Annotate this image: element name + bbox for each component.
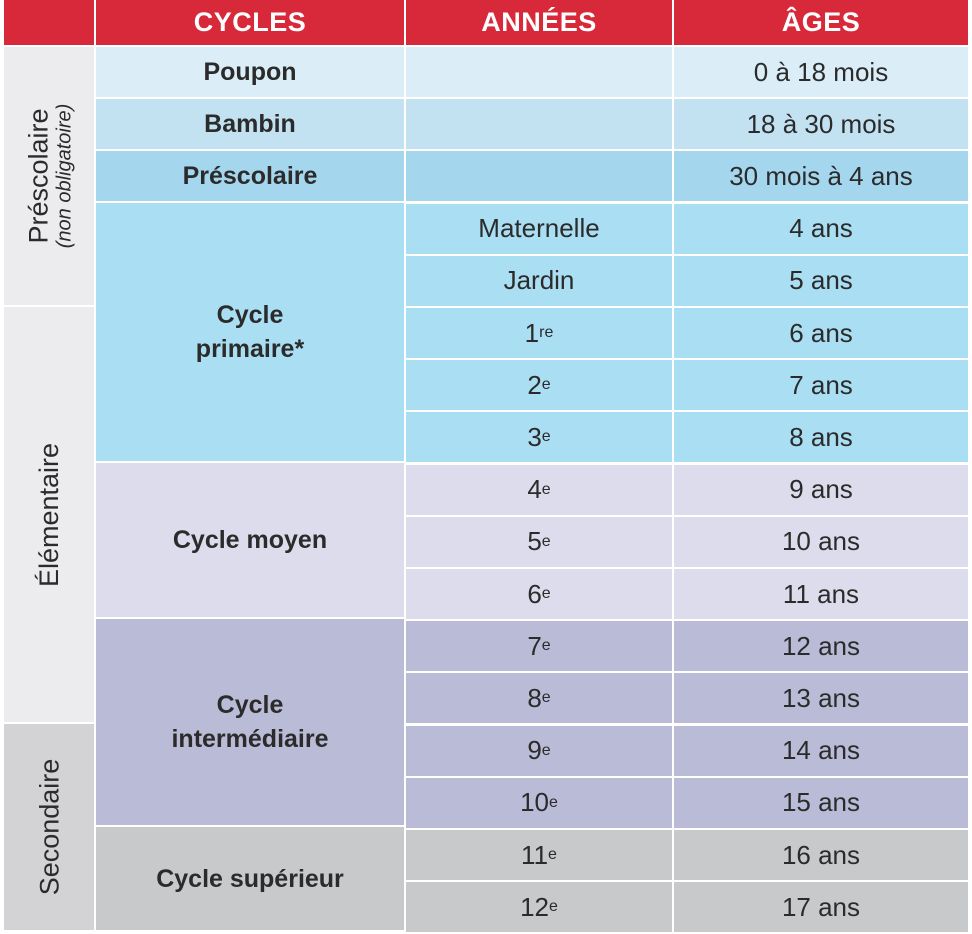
- age-value: 7 ans: [789, 369, 853, 400]
- age-value: 14 ans: [781, 735, 861, 766]
- cycle-intermediaire: Cycle intermédiaire: [96, 619, 404, 825]
- level-secondaire-label: Secondaire: [34, 758, 65, 896]
- year-value: Maternelle: [478, 213, 600, 244]
- age-value: 4 ans: [789, 213, 853, 244]
- cycle-primaire-line2: primaire*: [195, 335, 305, 363]
- header-cycles: CYCLES: [96, 0, 404, 45]
- year-suffix: e: [541, 480, 551, 498]
- year-value: 12: [520, 891, 549, 922]
- age-value: 9 ans: [789, 474, 853, 505]
- year-cell: [406, 47, 672, 97]
- year-value: Jardin: [503, 265, 575, 296]
- year-suffix: e: [541, 689, 551, 707]
- year-value: 5: [527, 526, 542, 557]
- year-cell: 10 e: [406, 777, 672, 828]
- header-annees: ANNÉES: [406, 0, 672, 45]
- year-value: 9: [527, 735, 542, 766]
- year-value: 2: [527, 369, 542, 400]
- age-cell: 18 à 30 mois: [674, 99, 968, 150]
- year-value: 1: [524, 317, 540, 348]
- year-value: 11: [521, 839, 549, 870]
- age-cell: 30 mois à 4 ans: [674, 151, 968, 202]
- year-suffix: re: [539, 324, 554, 341]
- year-suffix: e: [541, 376, 551, 394]
- age-value: 13 ans: [781, 682, 861, 713]
- age-value: 10 ans: [781, 526, 861, 557]
- cycle-intermediaire-line2: intermédiaire: [171, 725, 329, 753]
- level-prescolaire-note: (non obligatoire): [53, 103, 75, 249]
- year-value: 10: [520, 787, 549, 818]
- year-value: 8: [527, 682, 542, 713]
- age-cell: 4 ans: [674, 203, 968, 254]
- age-cell: 5 ans: [674, 255, 968, 306]
- year-cell: 11 e: [406, 830, 672, 880]
- level-prescolaire: Préscolaire (non obligatoire): [4, 47, 94, 305]
- year-suffix: e: [549, 793, 558, 811]
- age-value: 8 ans: [789, 421, 853, 452]
- year-suffix: e: [541, 741, 551, 759]
- level-prescolaire-label: Préscolaire: [23, 108, 53, 244]
- year-cell: Jardin: [406, 255, 672, 306]
- age-value: 12 ans: [781, 630, 861, 661]
- age-value: 30 mois à 4 ans: [729, 160, 913, 191]
- age-value: 0 à 18 mois: [753, 56, 889, 87]
- year-cell: Maternelle: [406, 203, 672, 254]
- cycle-moyen: Cycle moyen: [96, 463, 404, 617]
- age-value: 18 à 30 mois: [746, 108, 896, 139]
- age-value: 6 ans: [789, 317, 853, 348]
- cycle-bambin: Bambin: [96, 99, 404, 149]
- year-cell: [406, 99, 672, 150]
- age-value: 15 ans: [781, 787, 861, 818]
- age-value: 5 ans: [789, 265, 853, 296]
- cycle-primaire: Cycle primaire*: [96, 203, 404, 461]
- cycle-poupon: Poupon: [96, 47, 404, 97]
- age-cell: 10 ans: [674, 516, 968, 567]
- age-cell: 9 ans: [674, 464, 968, 515]
- cycle-primaire-line1: Cycle: [216, 301, 284, 329]
- year-cell: 12 e: [406, 882, 672, 933]
- year-suffix: e: [541, 637, 551, 655]
- age-cell: 13 ans: [674, 673, 968, 724]
- year-suffix: e: [548, 846, 557, 863]
- header-ages: ÂGES: [674, 0, 968, 45]
- age-cell: 6 ans: [674, 308, 968, 358]
- age-cell: 17 ans: [674, 882, 968, 933]
- age-cell: 14 ans: [674, 725, 968, 776]
- age-value: 16 ans: [781, 839, 861, 870]
- age-cell: 16 ans: [674, 830, 968, 880]
- cycle-superieur: Cycle supérieur: [96, 827, 404, 930]
- year-cell: 1 re: [406, 308, 672, 358]
- cycle-prescolaire: Préscolaire: [96, 151, 404, 201]
- age-cell: 0 à 18 mois: [674, 47, 968, 97]
- age-cell: 15 ans: [674, 777, 968, 828]
- cycle-intermediaire-line1: Cycle: [216, 691, 284, 719]
- age-cell: 8 ans: [674, 412, 968, 463]
- age-value: 11 ans: [782, 578, 860, 609]
- year-value: 6: [527, 578, 542, 609]
- level-secondaire: Secondaire: [4, 724, 94, 930]
- year-suffix: e: [541, 428, 551, 446]
- year-value: 3: [527, 421, 542, 452]
- level-elementaire-label: Élémentaire: [34, 442, 65, 587]
- age-value: 17 ans: [781, 891, 861, 922]
- year-value: 4: [527, 474, 542, 505]
- year-suffix: e: [541, 585, 551, 602]
- year-suffix: e: [549, 898, 558, 916]
- year-cell: [406, 151, 672, 202]
- age-cell: 7 ans: [674, 360, 968, 411]
- year-value: 7: [527, 630, 542, 661]
- age-cell: 12 ans: [674, 621, 968, 672]
- level-elementaire: Élémentaire: [4, 307, 94, 722]
- age-cell: 11 ans: [674, 569, 968, 619]
- year-suffix: e: [541, 532, 551, 550]
- header-corner: [4, 0, 94, 45]
